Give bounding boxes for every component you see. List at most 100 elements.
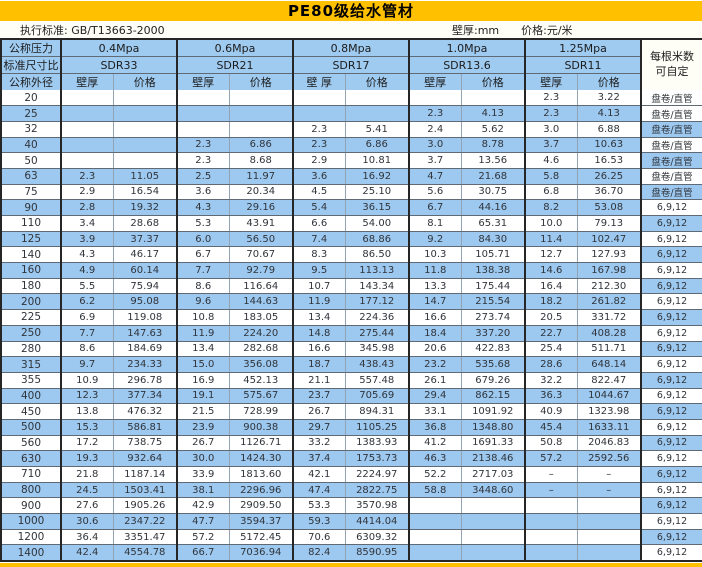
price-cell: 70.67 bbox=[229, 246, 294, 264]
wall-thickness-cell: 11.9 bbox=[293, 293, 346, 311]
wall-thickness-cell: 4.5 bbox=[293, 184, 346, 201]
price-cell: 3448.60 bbox=[461, 482, 526, 499]
wall-thickness-cell: 3.7 bbox=[409, 152, 462, 169]
diameter-cell: 315 bbox=[1, 356, 62, 373]
wall-thickness-cell bbox=[177, 105, 230, 122]
note-cell: 6,9,12 bbox=[641, 419, 702, 436]
wall-thickness-cell: 13.4 bbox=[293, 309, 346, 326]
table-row: 280 8.6 184.69 13.4 282.68 16.6 345.98 20.6 422.… bbox=[1, 341, 702, 358]
wall-thickness-cell: 14.8 bbox=[293, 325, 346, 342]
price-cell: 143.34 bbox=[345, 278, 410, 295]
price-cell: 273.74 bbox=[461, 309, 526, 326]
price-cell: 408.28 bbox=[577, 325, 642, 342]
price-cell: 16.92 bbox=[345, 168, 410, 185]
diameter-cell: 225 bbox=[1, 309, 62, 326]
price-cell: 8.68 bbox=[229, 152, 294, 169]
price-cell: 26.25 bbox=[577, 168, 642, 185]
table-row: 400 12.3 377.34 19.1 575.67 23.7 705.69 29.4 862… bbox=[1, 388, 702, 405]
price-cell: 2717.03 bbox=[461, 466, 526, 483]
wall-thickness-cell: 7.7 bbox=[61, 325, 114, 342]
price-cell bbox=[113, 90, 178, 107]
price-cell: 1905.26 bbox=[113, 497, 178, 515]
wall-thickness-cell: 2.5 bbox=[177, 168, 230, 185]
price-cell: 3351.47 bbox=[113, 529, 178, 546]
price-cell: 2224.97 bbox=[345, 466, 410, 483]
note-cell: 6,9,12 bbox=[641, 388, 702, 405]
wall-thickness-cell: 47.4 bbox=[293, 482, 346, 499]
price-cell: 102.47 bbox=[577, 231, 642, 248]
wall-thickness-cell: 3.6 bbox=[293, 168, 346, 185]
wall-thickness-cell: 41.2 bbox=[409, 435, 462, 452]
diameter-cell: 560 bbox=[1, 435, 62, 452]
wall-thickness-cell: 2.4 bbox=[409, 121, 462, 138]
table-body: 20 2.3 3.22 盘卷/直管 25 2.3 4.13 2.3 4.13 盘卷/直管 32 2.3… bbox=[1, 90, 702, 561]
wall-thickness-cell: 11.9 bbox=[177, 325, 230, 342]
table-row: 200 6.2 95.08 9.6 144.63 11.9 177.12 14.7 215.54… bbox=[1, 293, 702, 311]
wall-thickness-cell: 21.1 bbox=[293, 372, 346, 389]
price-cell: 1091.92 bbox=[461, 403, 526, 420]
price-cell: 345.98 bbox=[345, 341, 410, 358]
sdr-header-sdr21: SDR21 bbox=[177, 56, 294, 74]
wall-thickness-cell: 3.6 bbox=[177, 184, 230, 201]
price-cell: 932.64 bbox=[113, 450, 178, 467]
wall-thickness-cell: 9.5 bbox=[293, 262, 346, 279]
wall-thickness-cell: 9.7 bbox=[61, 356, 114, 373]
price-cell: 8590.95 bbox=[345, 544, 410, 561]
note-cell: 6,9,12 bbox=[641, 356, 702, 373]
wall-thickness-cell: 33.2 bbox=[293, 435, 346, 452]
wall-thickness-cell: 42.1 bbox=[293, 466, 346, 483]
note-cell: 6,9,12 bbox=[641, 372, 702, 389]
price-cell: 6309.32 bbox=[345, 529, 410, 546]
wall-thickness-cell: 3.7 bbox=[525, 137, 578, 154]
diameter-cell: 20 bbox=[1, 90, 62, 107]
price-cell: 20.34 bbox=[229, 184, 294, 201]
wall-thickness-cell: 10.9 bbox=[61, 372, 114, 389]
wall-thickness-cell: 9.2 bbox=[409, 231, 462, 248]
diameter-cell: 200 bbox=[1, 293, 62, 311]
price-cell: 1691.33 bbox=[461, 435, 526, 452]
wall-thickness-cell: 2.3 bbox=[293, 137, 346, 154]
sdr-header-sdr17: SDR17 bbox=[293, 56, 410, 74]
wall-thickness-cell: 50.8 bbox=[525, 435, 578, 452]
wall-thickness-cell: 28.6 bbox=[525, 356, 578, 373]
price-cell: 16.54 bbox=[113, 184, 178, 201]
note-cell: 6,9,12 bbox=[641, 199, 702, 216]
wall-thickness-cell: 4.6 bbox=[525, 152, 578, 169]
wall-thickness-cell: 2.9 bbox=[61, 184, 114, 201]
price-cell: 54.00 bbox=[345, 215, 410, 232]
wall-thickness-cell: 11.4 bbox=[525, 231, 578, 248]
price-cell bbox=[577, 513, 642, 530]
wall-thickness-cell: 6.9 bbox=[61, 309, 114, 326]
sdr-header-row: 标准尺寸比 SDR33 SDR21 SDR17 SDR13.6 SDR11 bbox=[1, 56, 702, 74]
diameter-cell: 500 bbox=[1, 419, 62, 436]
wall-thickness-cell: 36.8 bbox=[409, 419, 462, 436]
price-cell: 5172.45 bbox=[229, 529, 294, 546]
price-cell: 183.05 bbox=[229, 309, 294, 326]
table-row: 63 2.3 11.05 2.5 11.97 3.6 16.92 4.7 21.68 5.8 26.… bbox=[1, 168, 702, 185]
wall-thickness-cell: 18.4 bbox=[409, 325, 462, 342]
price-cell bbox=[461, 529, 526, 546]
diameter-cell: 1000 bbox=[1, 513, 62, 530]
wall-thickness-cell: 8.1 bbox=[409, 215, 462, 232]
price-cell: 56.50 bbox=[229, 231, 294, 248]
price-cell: 900.38 bbox=[229, 419, 294, 436]
wall-thickness-cell: 4.3 bbox=[61, 246, 114, 264]
price-cell: 728.99 bbox=[229, 403, 294, 420]
price-cell: 4.13 bbox=[461, 105, 526, 122]
wall-thickness-cell: 12.7 bbox=[525, 246, 578, 264]
price-column-label: 价格 bbox=[113, 73, 178, 90]
price-cell: 6.88 bbox=[577, 121, 642, 138]
price-cell: 586.81 bbox=[113, 419, 178, 436]
diameter-cell: 160 bbox=[1, 262, 62, 279]
wall-thickness-cell bbox=[177, 90, 230, 107]
table-row: 710 21.8 1187.14 33.9 1813.60 42.1 2224.97 52.2… bbox=[1, 466, 702, 483]
table-row: 125 3.9 37.37 6.0 56.50 7.4 68.86 9.2 84.30 11.4 1… bbox=[1, 231, 702, 248]
page-title: PE80级给水管材 bbox=[0, 1, 702, 21]
price-cell: 275.44 bbox=[345, 325, 410, 342]
price-cell: 296.78 bbox=[113, 372, 178, 389]
wall-thickness-cell bbox=[525, 497, 578, 515]
pressure-header-0-8mpa: 0.8Mpa bbox=[293, 39, 410, 57]
price-cell: 234.33 bbox=[113, 356, 178, 373]
price-cell: 557.48 bbox=[345, 372, 410, 389]
price-cell: 1044.67 bbox=[577, 388, 642, 405]
